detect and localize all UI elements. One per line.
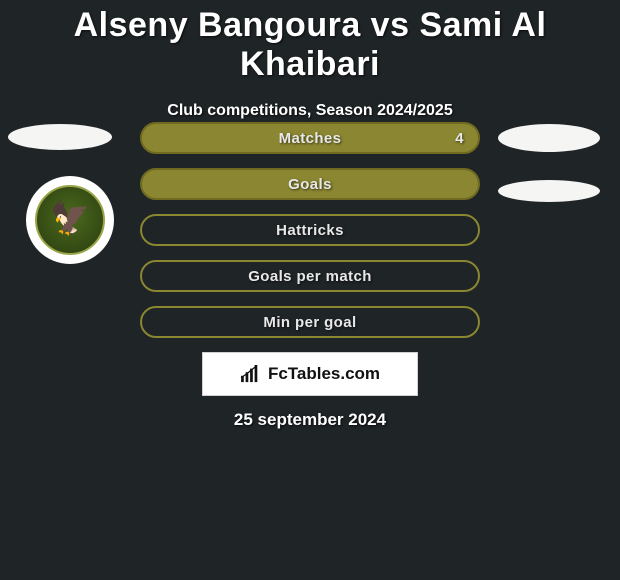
date-text: 25 september 2024 <box>0 410 620 430</box>
stat-pill: Min per goal <box>140 306 480 338</box>
stat-pill: Matches4 <box>140 122 480 154</box>
club-badge: 🦅 <box>26 176 114 264</box>
stat-label: Hattricks <box>142 222 478 239</box>
stat-label: Min per goal <box>142 314 478 331</box>
attribution-badge: FcTables.com <box>202 352 418 396</box>
stats-list: Matches4 Goals Hattricks Goals per match Min… <box>140 122 480 352</box>
stat-pill: Hattricks <box>140 214 480 246</box>
stat-label: Goals <box>142 176 478 193</box>
eagle-icon: 🦅 <box>50 202 90 234</box>
stat-label: Goals per match <box>142 268 478 285</box>
subtitle: Club competitions, Season 2024/2025 <box>0 102 620 120</box>
stat-pill: Goals <box>140 168 480 200</box>
stat-value: 4 <box>455 130 464 147</box>
attribution-text: FcTables.com <box>268 364 380 384</box>
stat-pill: Goals per match <box>140 260 480 292</box>
player-right-placeholder-1 <box>498 124 600 152</box>
player-left-placeholder <box>8 124 112 150</box>
page-title: Alseny Bangoura vs Sami Al Khaibari <box>0 0 620 84</box>
player-right-placeholder-2 <box>498 180 600 202</box>
stat-label: Matches <box>142 130 478 147</box>
club-badge-inner: 🦅 <box>35 185 105 255</box>
bars-icon <box>240 365 262 383</box>
